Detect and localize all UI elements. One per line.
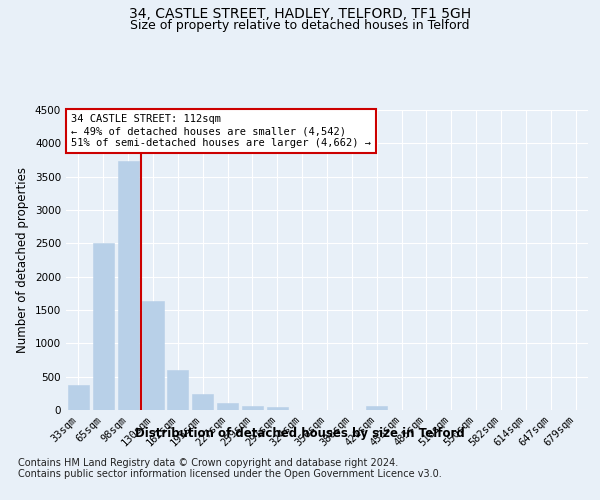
Bar: [68, 384, 89, 410]
Bar: [242, 406, 263, 410]
Bar: [118, 160, 139, 410]
Text: 34 CASTLE STREET: 112sqm
← 49% of detached houses are smaller (4,542)
51% of sem: 34 CASTLE STREET: 112sqm ← 49% of detach…: [71, 114, 371, 148]
Text: Contains HM Land Registry data © Crown copyright and database right 2024.
Contai: Contains HM Land Registry data © Crown c…: [18, 458, 442, 479]
Bar: [217, 404, 238, 410]
Bar: [267, 408, 288, 410]
Text: 34, CASTLE STREET, HADLEY, TELFORD, TF1 5GH: 34, CASTLE STREET, HADLEY, TELFORD, TF1 …: [129, 8, 471, 22]
Text: Size of property relative to detached houses in Telford: Size of property relative to detached ho…: [130, 18, 470, 32]
Bar: [167, 370, 188, 410]
Text: Distribution of detached houses by size in Telford: Distribution of detached houses by size …: [135, 428, 465, 440]
Bar: [366, 406, 387, 410]
Bar: [93, 242, 114, 410]
Bar: [192, 394, 213, 410]
Bar: [142, 300, 164, 410]
Y-axis label: Number of detached properties: Number of detached properties: [16, 167, 29, 353]
